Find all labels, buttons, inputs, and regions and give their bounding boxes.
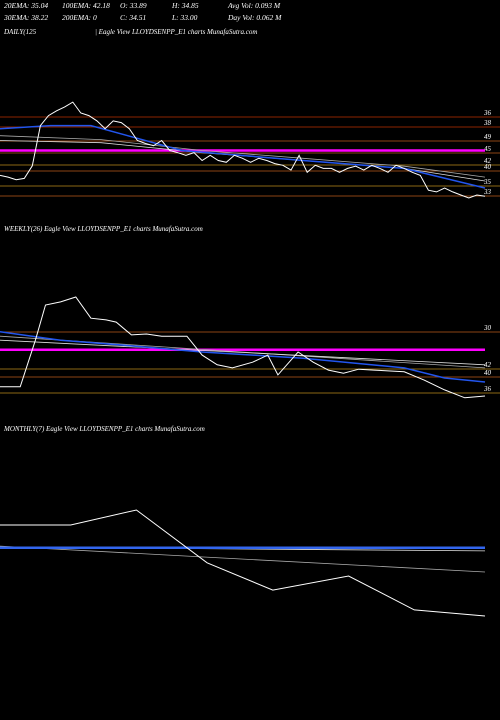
stat-label: C: 34.51 — [120, 13, 146, 22]
level-label: 42 — [484, 361, 492, 369]
level-label: 45 — [484, 145, 492, 153]
level-label: 33 — [483, 188, 492, 196]
price-line — [0, 339, 486, 366]
price-line — [0, 545, 486, 573]
panel-title: DAILY(125 — [3, 28, 37, 36]
price-line — [0, 135, 486, 178]
panel-title: MONTHLY(7) Eagle View LLOYDSENPP_E1 char… — [3, 425, 205, 433]
price-line — [0, 509, 486, 617]
level-label: 49 — [484, 133, 492, 141]
price-line — [0, 331, 486, 383]
level-label: 36 — [483, 109, 492, 117]
stat-label: L: 33.00 — [171, 13, 198, 22]
level-label: 36 — [483, 385, 492, 393]
stat-label: 30EMA: 38.22 — [3, 13, 48, 22]
stat-label: H: 34.85 — [171, 1, 199, 10]
stat-label: O: 33.89 — [120, 1, 147, 10]
stat-label: Avg Vol: 0.093 M — [227, 1, 281, 10]
stat-label: 20EMA: 35.04 — [4, 1, 48, 10]
level-label: 40 — [484, 163, 492, 171]
level-label: 42 — [484, 157, 492, 165]
stat-label: 100EMA: 42.18 — [62, 1, 110, 10]
price-line — [0, 140, 486, 182]
level-label: 35 — [483, 178, 492, 186]
stat-label: Day Vol: 0.062 M — [227, 13, 282, 22]
panel-title: WEEKLY(26) Eagle View LLOYDSENPP_E1 char… — [4, 225, 203, 233]
level-label: 40 — [484, 369, 492, 377]
level-label: 30 — [483, 324, 492, 332]
level-label: 38 — [483, 119, 492, 127]
price-line — [0, 124, 486, 189]
stat-label: 200EMA: 0 — [62, 13, 97, 22]
price-line — [0, 296, 486, 399]
panel-subtitle: | Eagle View LLOYDSENPP_E1 charts Munafa… — [95, 28, 257, 36]
price-line — [0, 101, 486, 199]
